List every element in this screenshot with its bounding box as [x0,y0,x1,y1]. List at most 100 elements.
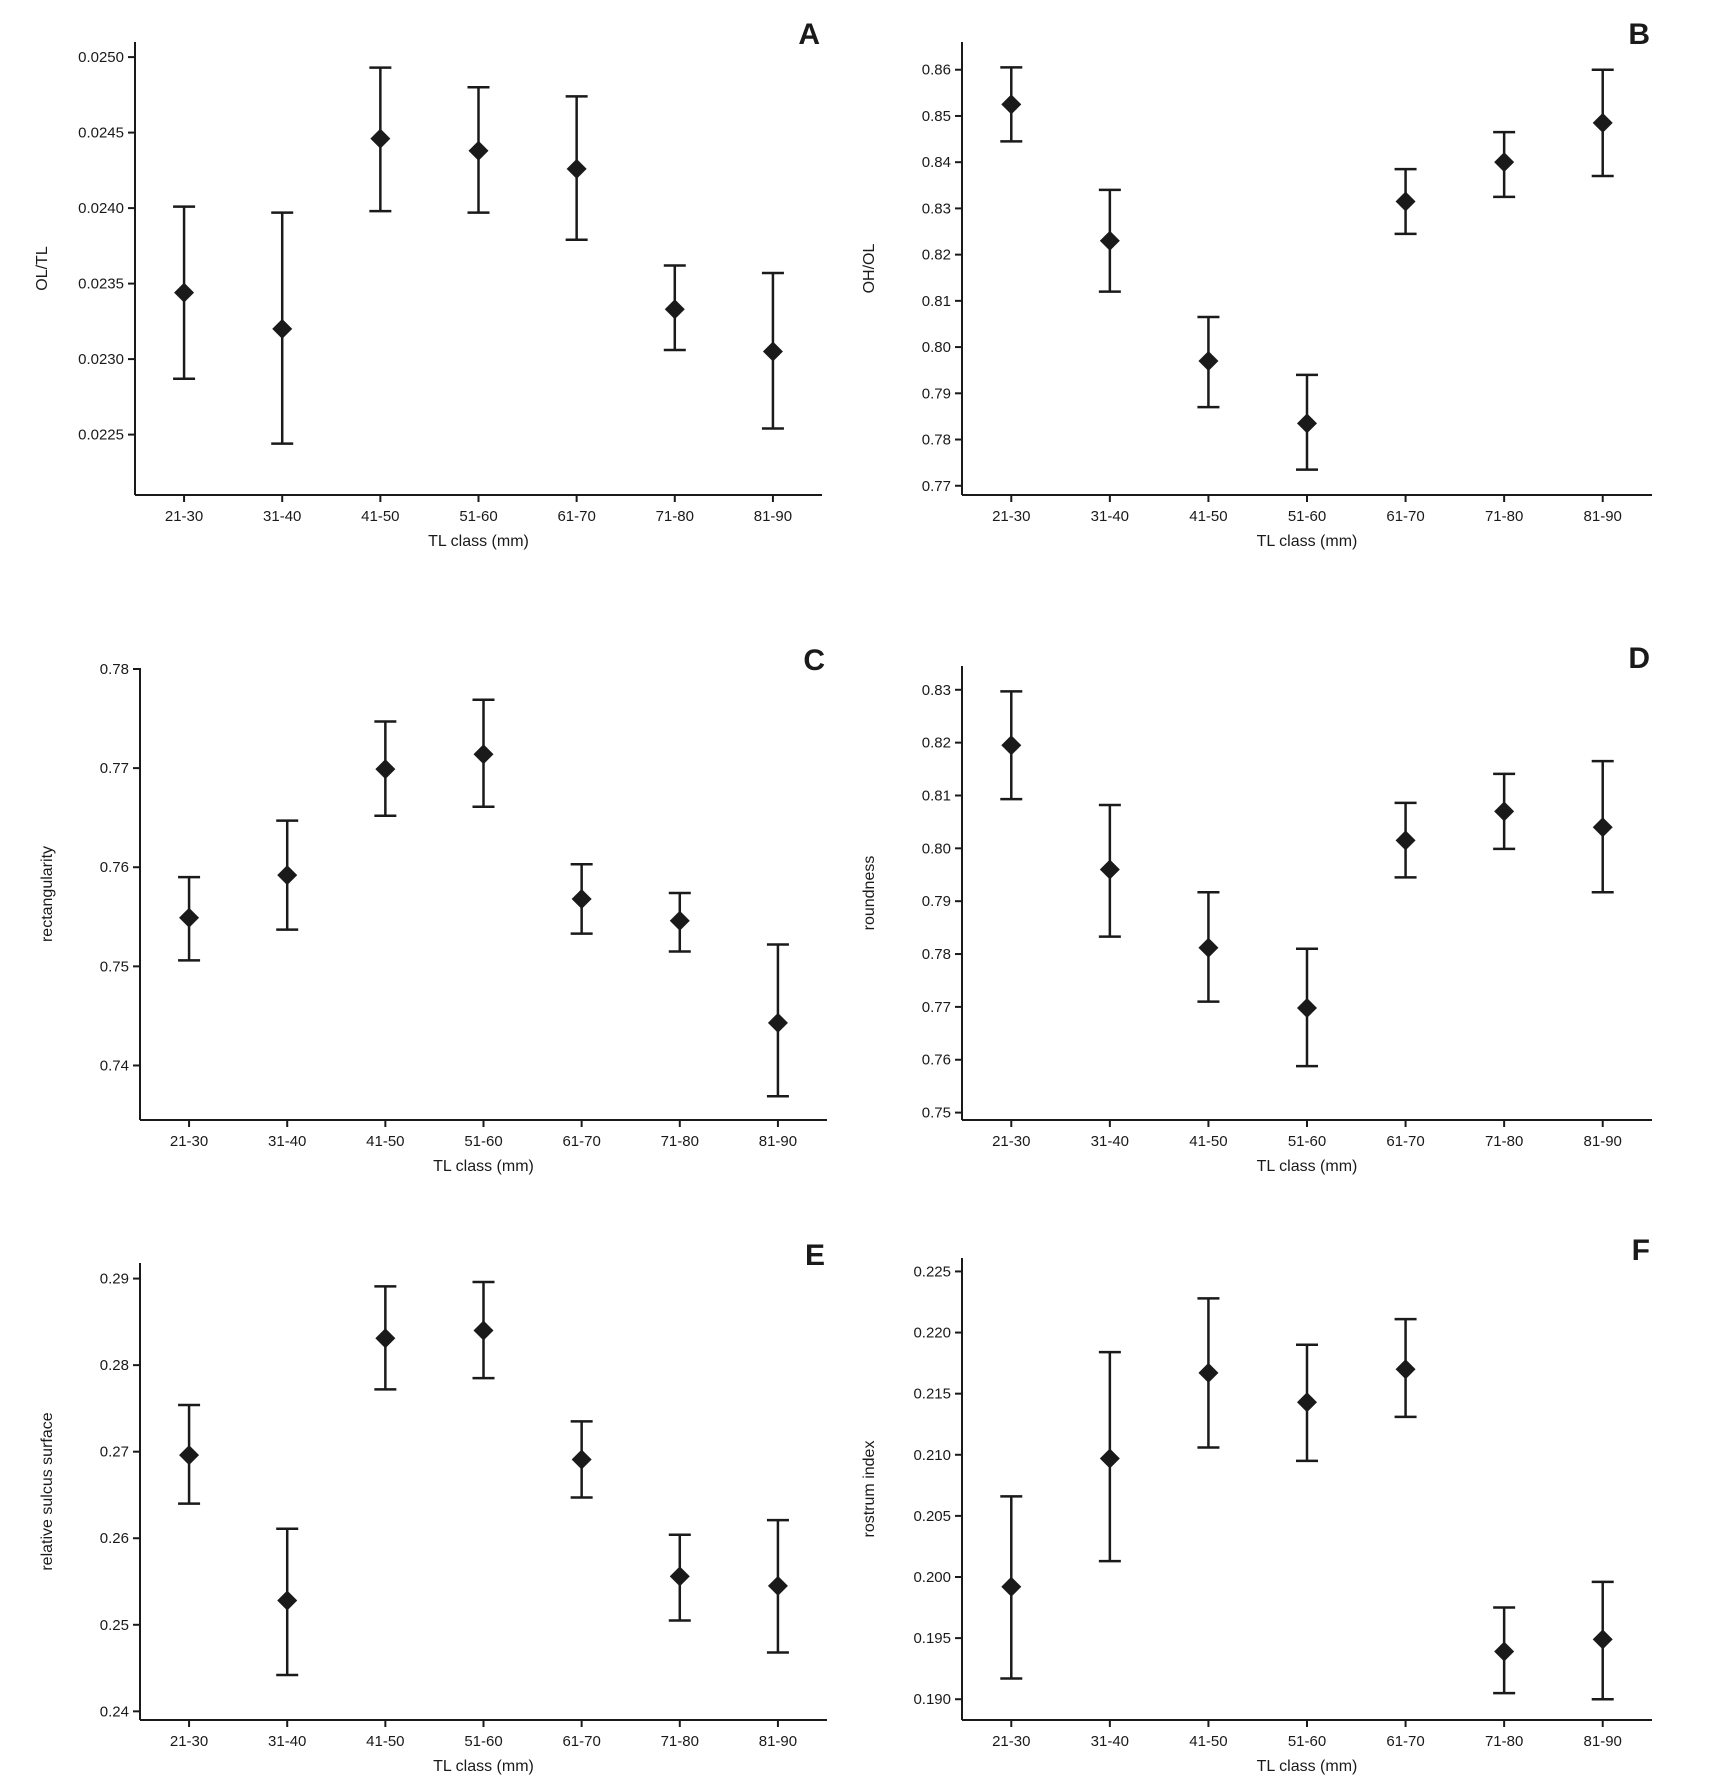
y-tick-label: 0.215 [913,1386,951,1403]
y-tick-label: 0.78 [922,946,951,963]
x-tick-label: 81-90 [1584,1733,1622,1750]
mean-marker [669,910,690,931]
x-tick-label: 81-90 [759,1733,797,1750]
panel-letter: B [1628,18,1650,51]
y-tick-label: 0.0235 [78,276,124,293]
mean-marker [762,341,783,362]
y-tick-label: 0.77 [922,999,951,1016]
x-tick-label: 71-80 [1485,1133,1523,1150]
y-tick-label: 0.0250 [78,49,124,66]
x-tick-label: 51-60 [1288,508,1326,525]
y-tick-label: 0.80 [922,339,951,356]
y-tick-label: 0.80 [922,840,951,857]
y-tick-label: 0.77 [100,760,129,777]
y-axis-title: OH/OL [861,244,878,294]
x-axis-title: TL class (mm) [433,1158,534,1175]
y-tick-label: 0.200 [913,1569,951,1586]
x-tick-label: 31-40 [268,1133,306,1150]
mean-marker [767,1575,788,1596]
y-tick-label: 0.210 [913,1447,951,1464]
y-tick-label: 0.77 [922,478,951,495]
mean-marker [1592,112,1613,133]
x-tick-label: 71-80 [1485,508,1523,525]
mean-marker [1099,859,1120,880]
panel-letter: E [805,1239,825,1272]
y-tick-label: 0.76 [100,859,129,876]
y-tick-label: 0.85 [922,108,951,125]
y-axis-title: OL/TL [34,246,51,291]
y-tick-label: 0.86 [922,62,951,79]
mean-marker [1099,1448,1120,1469]
y-tick-label: 0.25 [100,1617,129,1634]
mean-marker [473,1320,494,1341]
mean-marker [1198,1362,1219,1383]
y-tick-label: 0.225 [913,1263,951,1280]
x-tick-label: 81-90 [1584,508,1622,525]
x-tick-label: 61-70 [1386,1133,1424,1150]
x-tick-label: 51-60 [1288,1733,1326,1750]
mean-marker [473,744,494,765]
y-tick-label: 0.205 [913,1508,951,1525]
y-tick-label: 0.79 [922,893,951,910]
mean-marker [277,1590,298,1611]
y-tick-label: 0.0240 [78,200,124,217]
mean-marker [571,888,592,909]
x-axis-title: TL class (mm) [1257,533,1358,550]
x-tick-label: 51-60 [464,1733,502,1750]
y-tick-label: 0.82 [922,247,951,264]
x-tick-label: 51-60 [464,1133,502,1150]
y-tick-label: 0.83 [922,682,951,699]
x-tick-label: 51-60 [459,508,497,525]
panel-letter: C [803,644,825,677]
y-tick-label: 0.220 [913,1325,951,1342]
y-tick-label: 0.190 [913,1691,951,1708]
y-tick-label: 0.79 [922,385,951,402]
mean-marker [1099,230,1120,251]
mean-marker [767,1012,788,1033]
x-tick-label: 61-70 [1386,508,1424,525]
y-tick-label: 0.75 [100,958,129,975]
x-axis-title: TL class (mm) [433,1758,534,1775]
mean-marker [1001,1576,1022,1597]
mean-marker [370,128,391,149]
y-tick-label: 0.0230 [78,351,124,368]
y-axis-title: relative sulcus surface [39,1412,56,1570]
panel-letter: D [1628,642,1650,675]
x-tick-label: 41-50 [1189,1733,1227,1750]
y-axis-title: roundness [861,856,878,931]
panel-b: 0.77 0.78 0.79 0.80 0.81 0.82 0.83 0.84 0.85 0.86… [861,18,1652,550]
mean-marker [375,759,396,780]
y-tick-label: 0.0225 [78,427,124,444]
mean-marker [272,318,293,339]
mean-marker [1395,830,1416,851]
mean-marker [1592,1629,1613,1650]
y-tick-label: 0.82 [922,735,951,752]
x-tick-label: 71-80 [661,1733,699,1750]
x-tick-label: 21-30 [992,1133,1030,1150]
x-tick-label: 31-40 [263,508,301,525]
y-tick-label: 0.26 [100,1530,129,1547]
mean-marker [174,282,195,303]
y-tick-label: 0.81 [922,293,951,310]
mean-marker [664,299,685,320]
y-tick-label: 0.27 [100,1444,129,1461]
panel-e: 0.24 0.25 0.26 0.27 0.28 0.29 21-30 31-40 41-50 5… [39,1239,827,1775]
x-tick-label: 41-50 [1189,508,1227,525]
y-axis-title: rectangularity [39,846,56,942]
y-tick-label: 0.78 [100,661,129,678]
x-tick-label: 21-30 [165,508,203,525]
y-tick-label: 0.195 [913,1630,951,1647]
mean-marker [468,140,489,161]
mean-marker [179,907,200,928]
panel-letter: A [798,18,820,51]
mean-marker [277,865,298,886]
x-tick-label: 71-80 [656,508,694,525]
x-tick-label: 61-70 [557,508,595,525]
panel-d: 0.75 0.76 0.77 0.78 0.79 0.80 0.81 0.82 0.83 21-3… [861,642,1652,1175]
x-tick-label: 61-70 [1386,1733,1424,1750]
x-tick-label: 41-50 [1189,1133,1227,1150]
x-tick-label: 21-30 [170,1733,208,1750]
mean-marker [1494,801,1515,822]
panel-letter: F [1632,1234,1650,1267]
